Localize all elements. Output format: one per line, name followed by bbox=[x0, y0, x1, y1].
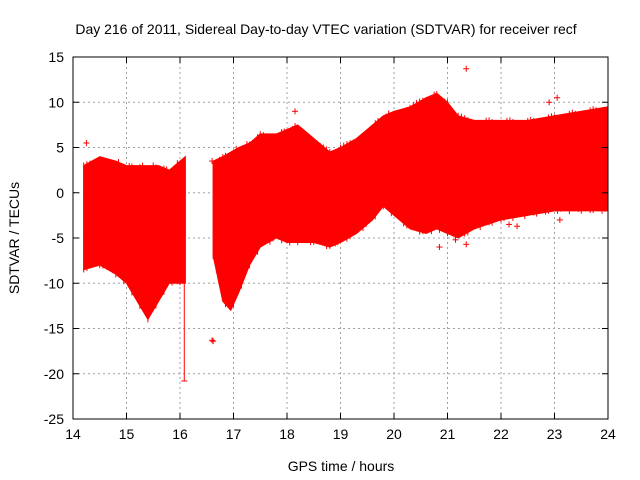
data-point bbox=[546, 99, 553, 106]
data-point bbox=[506, 221, 513, 228]
data-series bbox=[83, 65, 609, 382]
x-tick-label: 24 bbox=[600, 426, 616, 442]
x-tick-label: 22 bbox=[493, 426, 509, 442]
y-axis-title: SDTVAR / TECUs bbox=[6, 182, 22, 294]
y-tick-label: 15 bbox=[48, 49, 64, 65]
x-tick-label: 15 bbox=[119, 426, 135, 442]
y-tick-label: 10 bbox=[48, 94, 64, 110]
data-point bbox=[210, 338, 217, 345]
y-tick-label: -25 bbox=[44, 411, 64, 427]
x-tick-label: 23 bbox=[547, 426, 563, 442]
data-point bbox=[209, 337, 216, 344]
x-tick-label: 20 bbox=[386, 426, 402, 442]
x-tick-label: 16 bbox=[172, 426, 188, 442]
data-point bbox=[463, 241, 470, 248]
x-tick-label: 14 bbox=[65, 426, 81, 442]
y-tick-label: 0 bbox=[56, 185, 64, 201]
data-point bbox=[463, 65, 470, 72]
x-tick-label: 17 bbox=[226, 426, 242, 442]
x-axis-title: GPS time / hours bbox=[288, 458, 395, 474]
data-point bbox=[292, 108, 299, 115]
x-tick-label: 21 bbox=[440, 426, 456, 442]
data-point bbox=[452, 236, 459, 243]
y-tick-label: -15 bbox=[44, 321, 64, 337]
data-point bbox=[514, 223, 521, 230]
data-point bbox=[554, 94, 561, 101]
data-point bbox=[436, 244, 443, 251]
data-point bbox=[83, 139, 90, 146]
x-tick-label: 19 bbox=[333, 426, 349, 442]
y-tick-label: -5 bbox=[52, 230, 65, 246]
y-tick-label: -10 bbox=[44, 275, 64, 291]
data-point bbox=[556, 216, 563, 223]
plot-frame bbox=[72, 56, 609, 420]
chart-title: Day 216 of 2011, Sidereal Day-to-day VTE… bbox=[75, 21, 576, 37]
data-point bbox=[209, 158, 216, 165]
y-tick-label: 5 bbox=[56, 140, 64, 156]
x-tick-label: 18 bbox=[279, 426, 295, 442]
y-tick-label: -20 bbox=[44, 366, 64, 382]
